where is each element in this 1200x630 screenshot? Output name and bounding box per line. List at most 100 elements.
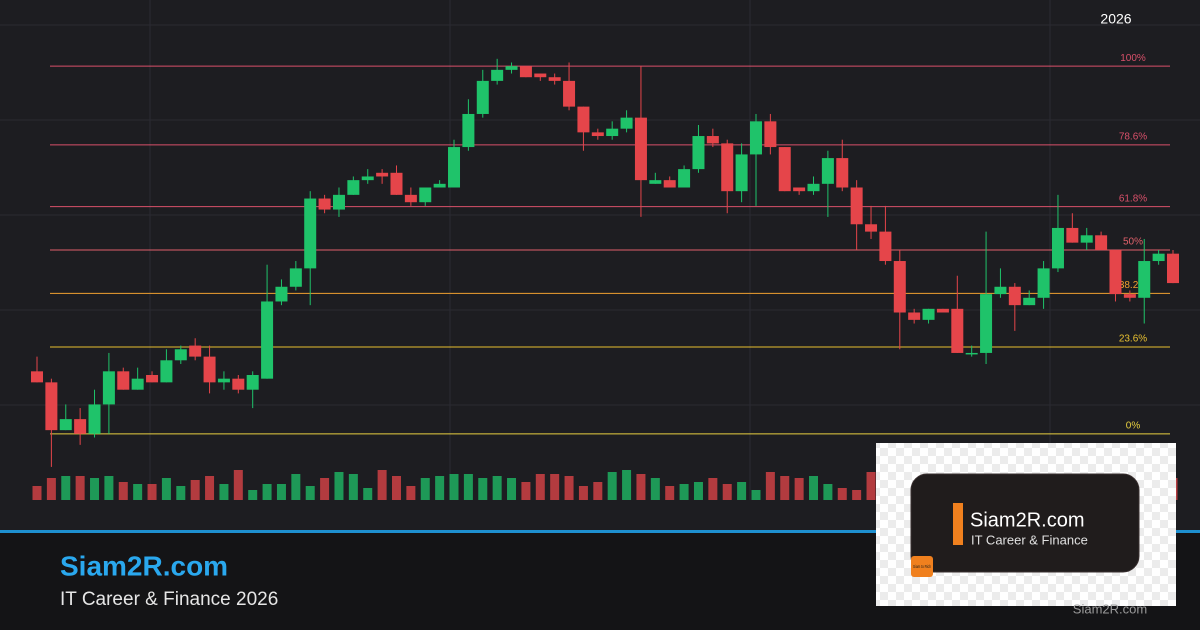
candle-body: [606, 128, 619, 137]
candle-body: [663, 180, 676, 188]
volume-bar: [75, 476, 85, 500]
volume-bar: [535, 474, 545, 500]
candle-body: [735, 154, 748, 192]
candle-body: [1023, 297, 1036, 306]
candle-body: [117, 371, 130, 390]
volume-bar: [650, 478, 660, 500]
candle-body: [1123, 294, 1136, 298]
volume-bar: [780, 476, 790, 500]
fib-label: 50%: [1123, 237, 1143, 248]
candle-body: [634, 117, 647, 181]
volume-bar: [276, 484, 286, 500]
footer-title: Siam2R.com: [60, 550, 228, 581]
candle-body: [865, 224, 878, 232]
candle-body: [908, 312, 921, 320]
volume-bar: [90, 478, 100, 500]
candle-body: [217, 378, 230, 383]
volume-bar: [492, 476, 502, 500]
watermark: Siam2R.com: [1073, 601, 1147, 616]
candle-body: [649, 180, 662, 184]
fib-label: 100%: [1120, 53, 1146, 64]
volume-bar: [391, 476, 401, 500]
volume-bar: [550, 474, 560, 500]
volume-bar: [363, 488, 373, 500]
candle-body: [951, 308, 964, 353]
volume-bar: [693, 482, 703, 500]
volume-bar: [248, 490, 258, 500]
candle-body: [922, 308, 935, 320]
volume-bar: [521, 482, 531, 500]
candle-body: [88, 404, 101, 434]
volume-bar: [133, 484, 143, 500]
chart-bg: [0, 0, 1200, 530]
candle-body: [505, 66, 518, 70]
volume-bar: [852, 490, 862, 500]
volume-bar: [46, 478, 56, 500]
card-logo-text: Siam to Rich: [913, 564, 931, 569]
volume-bar: [291, 474, 301, 500]
volume-bar: [118, 482, 128, 500]
candle-body: [936, 308, 949, 313]
volume-bar: [205, 476, 215, 500]
fib-label: 0%: [1126, 420, 1141, 431]
candle-body: [1167, 253, 1179, 284]
candle-body: [577, 106, 590, 133]
volume-bar: [435, 476, 445, 500]
candle-body: [678, 169, 691, 188]
candle-body: [706, 136, 719, 144]
candle-body: [74, 419, 87, 434]
divider: [0, 530, 1200, 533]
candle-body: [246, 375, 259, 390]
volume-bar: [334, 472, 344, 500]
candle-body: [361, 176, 374, 181]
candle-body: [1051, 227, 1064, 269]
candle-body: [462, 113, 475, 148]
candle-body: [563, 80, 576, 107]
volume-bar: [823, 484, 833, 500]
fib-label: 78.6%: [1119, 131, 1147, 142]
volume-bar: [507, 478, 517, 500]
candle-body: [332, 194, 345, 210]
volume-bar: [837, 488, 847, 500]
candle-body: [448, 147, 461, 188]
card-title: Siam2R.com: [970, 509, 1084, 531]
candle-body: [620, 117, 633, 129]
candle-body: [534, 73, 547, 78]
volume-bar: [104, 476, 114, 500]
candle-body: [102, 371, 115, 405]
volume-bar: [593, 482, 603, 500]
footer-subtitle: IT Career & Finance 2026: [60, 589, 278, 610]
volume-bar: [809, 476, 819, 500]
volume-bar: [61, 476, 71, 500]
candle-body: [836, 158, 849, 188]
candle-body: [376, 172, 389, 177]
candle-body: [59, 419, 72, 431]
candle-body: [850, 187, 863, 225]
volume-bar: [406, 486, 416, 500]
volume-bar: [478, 478, 488, 500]
candle-body: [548, 77, 561, 81]
candle-body: [591, 132, 604, 137]
volume-bar: [708, 478, 718, 500]
volume-bar: [348, 474, 358, 500]
volume-bar: [320, 478, 330, 500]
volume-bar: [564, 476, 574, 500]
candle-body: [45, 382, 58, 431]
candle-body: [1109, 250, 1122, 295]
candle-body: [879, 231, 892, 262]
volume-bar: [751, 490, 761, 500]
volume-bar: [607, 472, 617, 500]
candle-body: [146, 375, 159, 383]
volume-bar: [176, 486, 186, 500]
candle-body: [189, 345, 202, 357]
volume-bar: [578, 486, 588, 500]
candle-body: [1138, 261, 1151, 298]
candle-body: [1008, 286, 1021, 306]
volume-bar: [262, 484, 272, 500]
candle-body: [160, 360, 173, 383]
candle-body: [476, 80, 489, 114]
volume-bar: [636, 474, 646, 500]
volume-bar: [622, 470, 632, 500]
volume-bar: [722, 484, 732, 500]
